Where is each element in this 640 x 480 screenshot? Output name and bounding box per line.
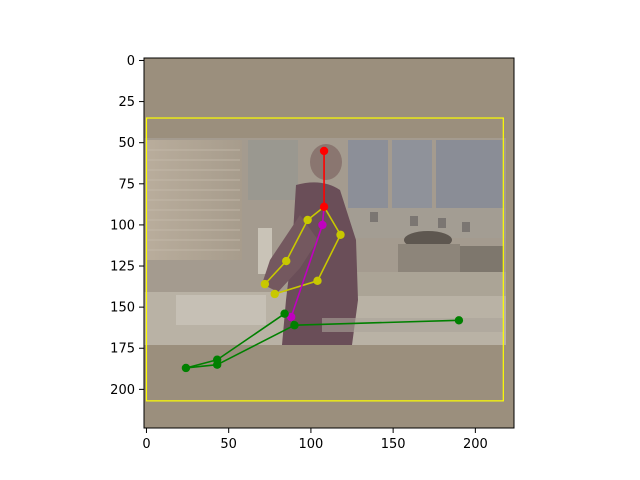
limb-r_elbow-r_wrist xyxy=(274,280,318,295)
y-tick-label-25: 25 xyxy=(118,95,135,110)
photo-bottle xyxy=(258,228,272,274)
y-tick-label-125: 125 xyxy=(110,260,135,275)
photo-countertop-right xyxy=(356,272,506,296)
photo-cabinet-1 xyxy=(348,140,388,208)
photo-cabinet-2 xyxy=(392,140,432,208)
keypoint-l_hip xyxy=(280,309,289,318)
keypoint-mid_torso xyxy=(318,220,327,230)
axes-frame xyxy=(143,57,515,429)
x-tick-label-0: 0 xyxy=(142,437,150,452)
photo-cabinet-3 xyxy=(436,140,504,208)
bounding-box xyxy=(145,117,504,402)
y-tick-label-0: 0 xyxy=(127,54,135,69)
x-tick-label-100: 100 xyxy=(298,437,323,452)
limb-mid_torso-pelvis xyxy=(290,224,324,318)
keypoint-l_ankle xyxy=(181,363,191,373)
y-tick-label-175: 175 xyxy=(110,342,135,357)
limb-neck-r_shoulder xyxy=(323,206,342,236)
skeleton-limbs xyxy=(185,150,459,369)
limb-r_hip-r_ankle xyxy=(294,319,459,327)
limb-r_knee-l_ankle xyxy=(185,363,218,369)
x-tick-label-50: 50 xyxy=(220,437,237,452)
photo-appliance-2 xyxy=(460,246,504,272)
keypoint-r_ankle xyxy=(454,316,464,325)
y-tick-label-150: 150 xyxy=(110,301,135,316)
y-tick-label-50: 50 xyxy=(118,136,135,151)
x-tick-label-150: 150 xyxy=(381,437,406,452)
y-axis: 0 25 50 75 100 125 150 175 200 xyxy=(110,54,144,398)
keypoint-r_elbow xyxy=(313,276,322,286)
keypoint-l_wrist xyxy=(260,279,270,289)
skeleton-keypoints xyxy=(181,146,464,373)
photo-watermark xyxy=(322,318,504,332)
keypoint-neck xyxy=(319,202,329,212)
limb-r_shoulder-r_elbow xyxy=(316,234,342,282)
keypoint-head xyxy=(319,146,329,156)
limb-l_shoulder-l_elbow xyxy=(285,219,309,262)
keypoint-r_hip xyxy=(290,321,299,330)
background-photo xyxy=(144,58,514,428)
photo-head xyxy=(310,144,342,180)
limb-l_elbow-l_wrist xyxy=(264,260,287,285)
y-tick-label-100: 100 xyxy=(110,218,135,233)
keypoint-r_knee xyxy=(212,360,222,369)
photo-sink xyxy=(176,295,266,325)
keypoint-l_shoulder xyxy=(303,215,312,225)
y-tick-label-200: 200 xyxy=(110,383,135,398)
photo-blinds xyxy=(148,149,240,251)
limb-l_knee-l_ankle xyxy=(185,358,218,369)
limb-r_hip-r_knee xyxy=(216,324,295,366)
photo-tiles xyxy=(370,212,470,232)
limb-l_hip-l_knee xyxy=(216,313,286,361)
keypoint-r_shoulder xyxy=(336,230,345,239)
keypoint-r_wrist xyxy=(270,289,279,299)
photo-cabinet-4 xyxy=(248,140,298,200)
photo-appliance xyxy=(398,244,460,272)
keypoint-pelvis xyxy=(286,312,296,322)
x-tick-label-200: 200 xyxy=(463,437,488,452)
x-axis: 0 50 100 150 200 xyxy=(142,428,488,452)
y-tick-label-75: 75 xyxy=(118,177,135,192)
keypoint-l_elbow xyxy=(282,256,291,266)
